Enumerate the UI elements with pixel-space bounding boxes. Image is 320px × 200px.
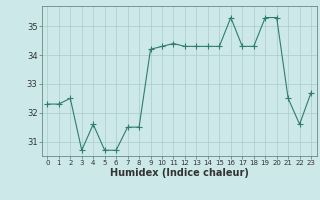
- X-axis label: Humidex (Indice chaleur): Humidex (Indice chaleur): [110, 168, 249, 178]
